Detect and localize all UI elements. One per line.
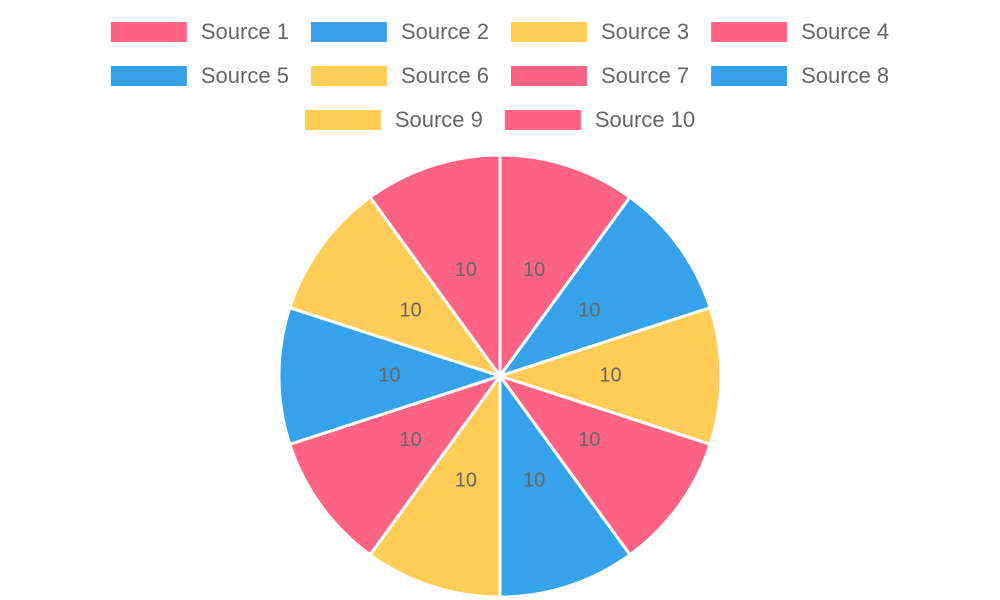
slice-label: 10 xyxy=(578,299,600,321)
legend-item: Source 4 xyxy=(711,19,889,44)
slice-label: 10 xyxy=(578,429,600,451)
legend-swatch xyxy=(110,22,187,42)
legend-label: Source 5 xyxy=(201,63,289,88)
legend-label: Source 9 xyxy=(395,107,483,132)
legend-label: Source 10 xyxy=(595,107,695,132)
pie-slice xyxy=(496,373,713,557)
pie-slice xyxy=(287,195,504,379)
pie-slice xyxy=(368,153,502,381)
pie-slice xyxy=(498,153,632,381)
slice-label: 10 xyxy=(599,364,621,386)
legend-item: Source 3 xyxy=(511,19,689,44)
pie-slice xyxy=(368,371,502,599)
slice-label: 10 xyxy=(455,469,477,491)
slice-label: 10 xyxy=(523,469,545,491)
legend-label: Source 7 xyxy=(601,63,689,88)
legend-item: Source 6 xyxy=(310,63,489,88)
legend-swatch xyxy=(110,66,187,86)
legend-swatch xyxy=(304,110,381,130)
pie-slice xyxy=(498,371,632,599)
pie-slice xyxy=(495,305,723,447)
legend-label: Source 4 xyxy=(801,19,889,44)
legend-swatch xyxy=(504,110,581,130)
slice-label: 10 xyxy=(378,364,400,386)
legend-swatch xyxy=(711,66,788,86)
legend-item: Source 9 xyxy=(304,107,483,132)
slice-label: 10 xyxy=(399,299,421,321)
legend-swatch xyxy=(711,22,788,42)
pie-slice xyxy=(287,373,504,557)
legend-label: Source 6 xyxy=(401,63,489,88)
legend-swatch xyxy=(310,66,387,86)
pie-slice xyxy=(496,195,713,379)
legend-swatch xyxy=(511,22,587,42)
legend-item: Source 5 xyxy=(110,63,289,88)
legend-item: Source 2 xyxy=(310,19,489,44)
legend-item: Source 1 xyxy=(110,19,289,44)
pie-slice xyxy=(277,305,505,447)
legend-label: Source 2 xyxy=(401,19,489,44)
legend-item: Source 7 xyxy=(511,63,689,88)
legend-item: Source 10 xyxy=(504,107,695,132)
legend-label: Source 8 xyxy=(801,63,889,88)
slice-label: 10 xyxy=(455,259,477,281)
legend-label: Source 1 xyxy=(201,19,289,44)
slice-label: 10 xyxy=(523,259,545,281)
slice-label: 10 xyxy=(399,429,421,451)
legend-swatch xyxy=(310,22,387,42)
legend-label: Source 3 xyxy=(601,19,689,44)
legend-swatch xyxy=(511,66,587,86)
legend-item: Source 8 xyxy=(711,63,889,88)
